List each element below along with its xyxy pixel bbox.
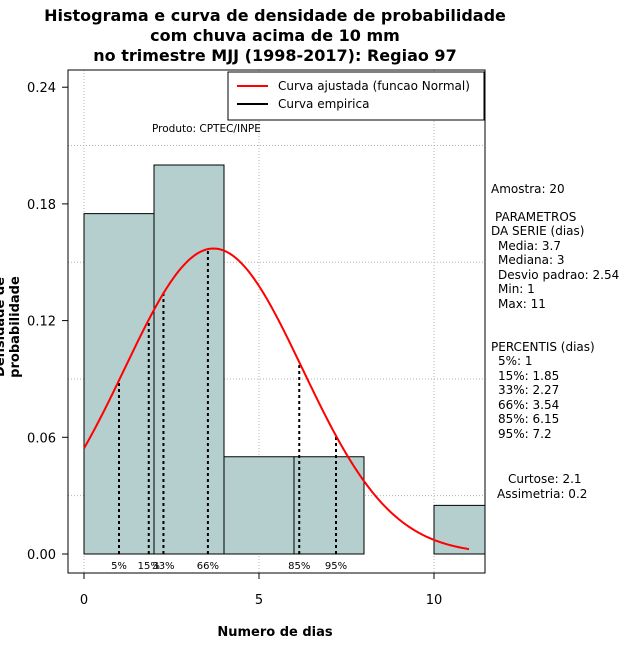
x-tick-label: 0 xyxy=(80,593,88,608)
percentile-label: 66% xyxy=(197,561,219,572)
histogram-bar xyxy=(223,456,295,555)
y-tick-label: 0.06 xyxy=(27,431,56,446)
histogram-bar xyxy=(433,504,486,555)
percentile-label: 85% xyxy=(288,561,310,572)
percentile-label: 33% xyxy=(152,561,174,572)
parametros-title-1: PARAMETROS xyxy=(495,210,577,224)
legend-box xyxy=(227,71,485,121)
legend-label-empirical: Curva empirica xyxy=(278,97,369,111)
x-axis-label: Numero de dias xyxy=(217,625,333,640)
media-text: Media: 3.7 xyxy=(498,239,561,253)
assimetria-text: Assimetria: 0.2 xyxy=(497,487,588,501)
chart-title-line-1: Histograma e curva de densidade de proba… xyxy=(44,6,506,25)
y-tick-label: 0.24 xyxy=(27,81,56,96)
max-text: Max: 11 xyxy=(498,297,546,311)
x-tick-label: 5 xyxy=(255,593,263,608)
p5-text: 5%: 1 xyxy=(498,354,533,368)
plot-frame xyxy=(67,69,486,574)
mediana-text: Mediana: 3 xyxy=(498,253,565,267)
y-tick-label: 0.00 xyxy=(27,548,56,563)
p95-text: 95%: 7.2 xyxy=(498,427,552,441)
p15-text: 15%: 1.85 xyxy=(498,369,560,383)
desvio-text: Desvio padrao: 2.54 xyxy=(498,268,620,282)
percentis-title: PERCENTIS (dias) xyxy=(491,340,595,354)
normal-curve-line xyxy=(83,247,470,551)
chart-title-line-2: com chuva acima de 10 mm xyxy=(150,26,400,45)
min-text: Min: 1 xyxy=(498,282,535,296)
amostra-text: Amostra: 20 xyxy=(491,182,565,196)
percentile-label: 15% xyxy=(138,561,160,572)
legend-label-fit: Curva ajustada (funcao Normal) xyxy=(278,79,470,93)
legend: Curva ajustada (funcao Normal) Curva emp… xyxy=(227,71,485,121)
percentile-lines: 5% 15%33% 66% 85% 95% xyxy=(111,249,347,572)
histogram-bars xyxy=(83,164,486,555)
p33-text: 33%: 2.27 xyxy=(498,383,560,397)
percentile-label: 5% xyxy=(111,561,127,572)
axes: 0 5 10 0.00 0.06 0.12 0.18 0.24 xyxy=(27,69,486,608)
histogram-bar xyxy=(153,164,225,555)
histogram-bar xyxy=(293,456,365,555)
parametros-title-2: DA SERIE (dias) xyxy=(491,224,585,238)
y-tick-label: 0.12 xyxy=(27,315,56,330)
y-tick-label: 0.18 xyxy=(27,198,56,213)
chart-title-line-3: no trimestre MJJ (1998-2017): Regiao 97 xyxy=(93,46,457,65)
p85-text: 85%: 6.15 xyxy=(498,412,560,426)
x-tick-label: 10 xyxy=(426,593,443,608)
produto-label: Produto: CPTEC/INPE xyxy=(152,123,261,135)
percentile-label: 95% xyxy=(325,561,347,572)
curtose-text: Curtose: 2.1 xyxy=(508,472,582,486)
normal-curve xyxy=(83,247,470,551)
p66-text: 66%: 3.54 xyxy=(498,398,560,412)
